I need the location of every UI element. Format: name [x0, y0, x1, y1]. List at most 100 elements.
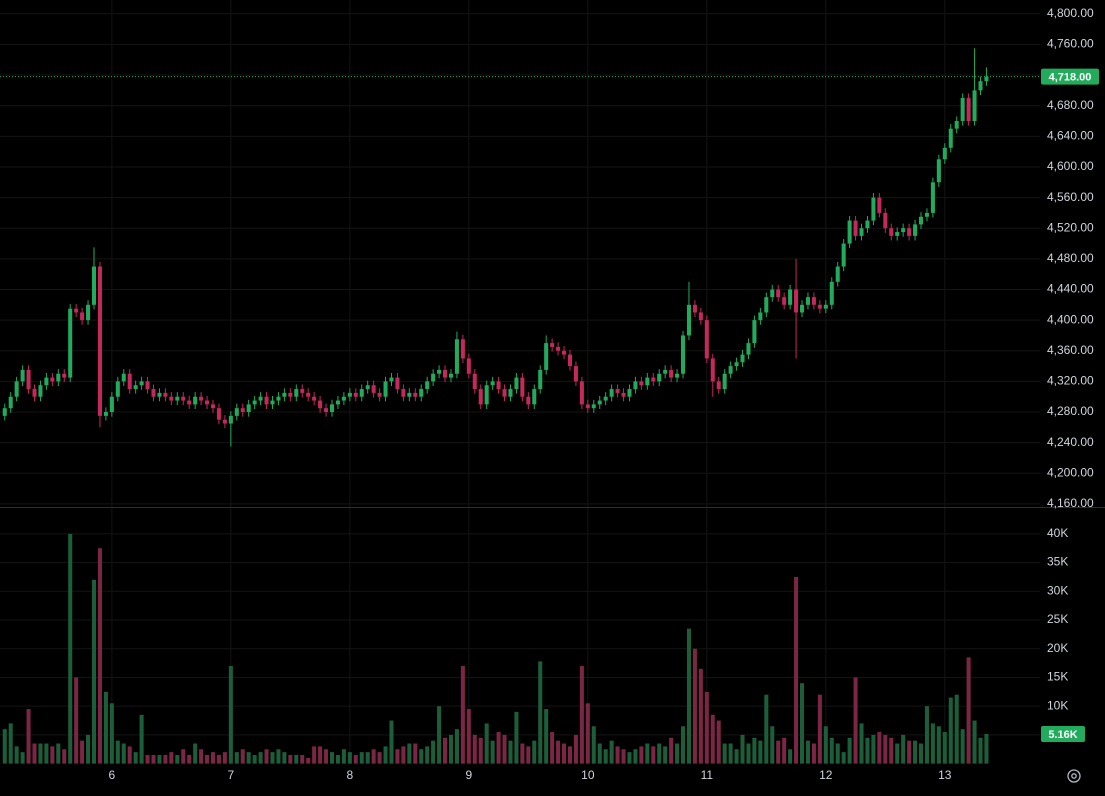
candle-body [567, 354, 572, 367]
candle-body [865, 220, 870, 229]
volume-bar [811, 743, 816, 764]
volume-bar [829, 737, 834, 764]
volume-bar [240, 749, 245, 764]
candle-body [817, 304, 822, 309]
candle-body [127, 373, 132, 390]
volume-bar [222, 752, 227, 764]
volume-bar [490, 740, 495, 764]
volume-bar [871, 734, 876, 764]
volume-bar [151, 755, 156, 764]
candle-body [829, 281, 834, 305]
candle-body [318, 400, 323, 409]
volume-bar [835, 743, 840, 764]
volume-bar [889, 737, 894, 764]
candle-body [312, 396, 317, 401]
candle-body [550, 343, 555, 347]
candle-body [639, 381, 644, 386]
y-tick-label: 4,200.00 [1047, 465, 1094, 479]
volume-bar [443, 737, 448, 764]
volume-bar [312, 746, 317, 764]
candle-body [853, 220, 858, 236]
candle-body [347, 392, 352, 397]
volume-bar [984, 733, 989, 764]
volume-bar [924, 706, 929, 764]
candle-body [62, 373, 67, 378]
candle-body [794, 289, 799, 313]
volume-bar [966, 657, 971, 764]
volume-bar [371, 749, 376, 764]
candle-body [573, 366, 578, 382]
settings-icon[interactable] [1067, 769, 1081, 783]
volume-bar [514, 711, 519, 764]
candle-body [38, 385, 43, 397]
volume-bar [609, 740, 614, 764]
candle-body [109, 396, 114, 413]
candle-body [502, 389, 507, 397]
candle-body [199, 396, 204, 401]
candle-body [103, 412, 108, 416]
candle-body [698, 312, 703, 321]
candle-body [770, 289, 775, 298]
volume-bar [431, 740, 436, 764]
candle-body [538, 369, 543, 390]
volume-bar [181, 749, 186, 764]
candle-body [978, 81, 983, 91]
volume-bar [407, 743, 412, 764]
candle-body [544, 343, 549, 370]
volume-bar [805, 740, 810, 764]
candle-body [335, 400, 340, 405]
volume-tick-label: 25K [1047, 612, 1068, 626]
candle-body [841, 243, 846, 267]
volume-bar [341, 749, 346, 764]
candle-body [181, 396, 186, 401]
volume-bar [20, 752, 25, 764]
volume-bar [859, 723, 864, 764]
volume-bar [14, 746, 19, 764]
candle-body [472, 373, 477, 390]
y-tick-label: 4,320.00 [1047, 374, 1094, 388]
volume-bar [883, 734, 888, 764]
volume-bar [205, 755, 210, 764]
candle-body [389, 377, 394, 382]
candle-body [835, 266, 840, 282]
settings-ring[interactable] [1067, 769, 1081, 783]
candle-body [44, 377, 49, 386]
candle-body [686, 304, 691, 336]
volume-bar [163, 755, 168, 764]
candle-body [50, 377, 55, 382]
candle-body [282, 392, 287, 397]
volume-bar [74, 677, 79, 764]
volume-bar [597, 743, 602, 764]
volume-bar [478, 737, 483, 764]
volume-bar [538, 661, 543, 764]
candle-body [972, 90, 977, 122]
candle-body [627, 389, 632, 397]
candle-body [942, 147, 947, 160]
candle-body [752, 320, 757, 344]
volume-bar [556, 740, 561, 764]
volume-bar [794, 576, 799, 764]
volume-bar [300, 755, 305, 764]
volume-bar [91, 579, 97, 764]
y-tick-label: 4,280.00 [1047, 404, 1094, 418]
candle-body [97, 266, 102, 416]
candle-body [139, 381, 144, 386]
candle-body [68, 308, 73, 378]
volume-bar [139, 714, 144, 764]
candle-body [145, 381, 150, 390]
volume-bar [627, 752, 632, 764]
candle-body [276, 396, 281, 401]
candle-body [353, 392, 358, 397]
volume-bar [633, 749, 638, 764]
volume-bar [187, 755, 192, 764]
volume-bar [216, 755, 221, 764]
candle-body [222, 419, 227, 424]
candle-body [359, 389, 364, 397]
candle-body [621, 392, 626, 397]
volume-bar [776, 740, 781, 764]
settings-core[interactable] [1071, 773, 1077, 779]
volume-bar [365, 752, 370, 764]
volume-bar [109, 703, 114, 764]
candle-body [954, 121, 959, 129]
volume-bar [210, 752, 216, 764]
